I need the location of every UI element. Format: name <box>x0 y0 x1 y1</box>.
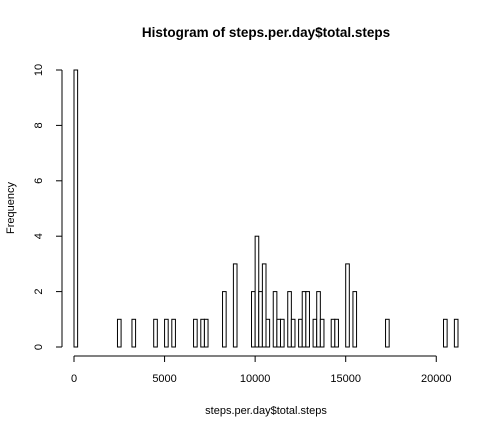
histogram-bar <box>291 319 295 347</box>
histogram-bar <box>223 292 227 347</box>
histogram-bar <box>320 319 324 347</box>
histogram-bars <box>74 70 458 347</box>
y-tick-label: 6 <box>33 178 45 184</box>
x-tick-label: 10000 <box>240 373 271 385</box>
histogram-bar <box>154 319 158 347</box>
histogram-bar <box>132 319 136 347</box>
histogram-bar <box>280 319 284 347</box>
histogram-bar <box>252 292 256 347</box>
histogram-bar <box>262 264 266 347</box>
histogram-bar <box>317 292 321 347</box>
histogram-bar <box>306 292 310 347</box>
y-tick-label: 2 <box>33 289 45 295</box>
histogram-bar <box>273 292 277 347</box>
histogram-bar <box>353 292 357 347</box>
y-axis: 0 2 4 6 8 10 <box>33 64 62 350</box>
y-tick-label: 4 <box>33 233 45 239</box>
histogram-bar <box>335 319 339 347</box>
x-axis: 0 5000 10000 15000 20000 <box>71 356 452 385</box>
histogram-bar <box>331 319 335 347</box>
histogram-bar <box>255 236 259 347</box>
histogram-bar <box>259 292 263 347</box>
histogram-bar <box>204 319 208 347</box>
histogram-bar <box>172 319 176 347</box>
histogram-bar <box>201 319 205 347</box>
y-axis-label: Frequency <box>5 182 17 234</box>
y-tick-label: 0 <box>33 344 45 350</box>
histogram-bar <box>117 319 121 347</box>
chart-title: Histogram of steps.per.day$total.steps <box>142 25 390 40</box>
histogram-bar <box>386 319 390 347</box>
histogram-bar <box>266 319 270 347</box>
histogram-bar <box>346 264 350 347</box>
x-tick-label: 20000 <box>421 373 452 385</box>
histogram-bar <box>313 319 317 347</box>
y-tick-label: 8 <box>33 122 45 128</box>
y-tick-label: 10 <box>33 64 45 76</box>
histogram-bar <box>454 319 458 347</box>
histogram-bar <box>74 70 78 347</box>
histogram-bar <box>165 319 169 347</box>
histogram-bar <box>302 292 306 347</box>
x-axis-label: steps.per.day$total.steps <box>205 405 327 417</box>
x-tick-label: 5000 <box>152 373 176 385</box>
histogram-bar <box>233 264 237 347</box>
x-tick-label: 0 <box>71 373 77 385</box>
histogram-bar <box>444 319 448 347</box>
histogram-bar <box>194 319 198 347</box>
histogram-bar <box>299 319 303 347</box>
x-tick-label: 15000 <box>330 373 361 385</box>
histogram-bar <box>288 292 292 347</box>
histogram-bar <box>277 319 281 347</box>
